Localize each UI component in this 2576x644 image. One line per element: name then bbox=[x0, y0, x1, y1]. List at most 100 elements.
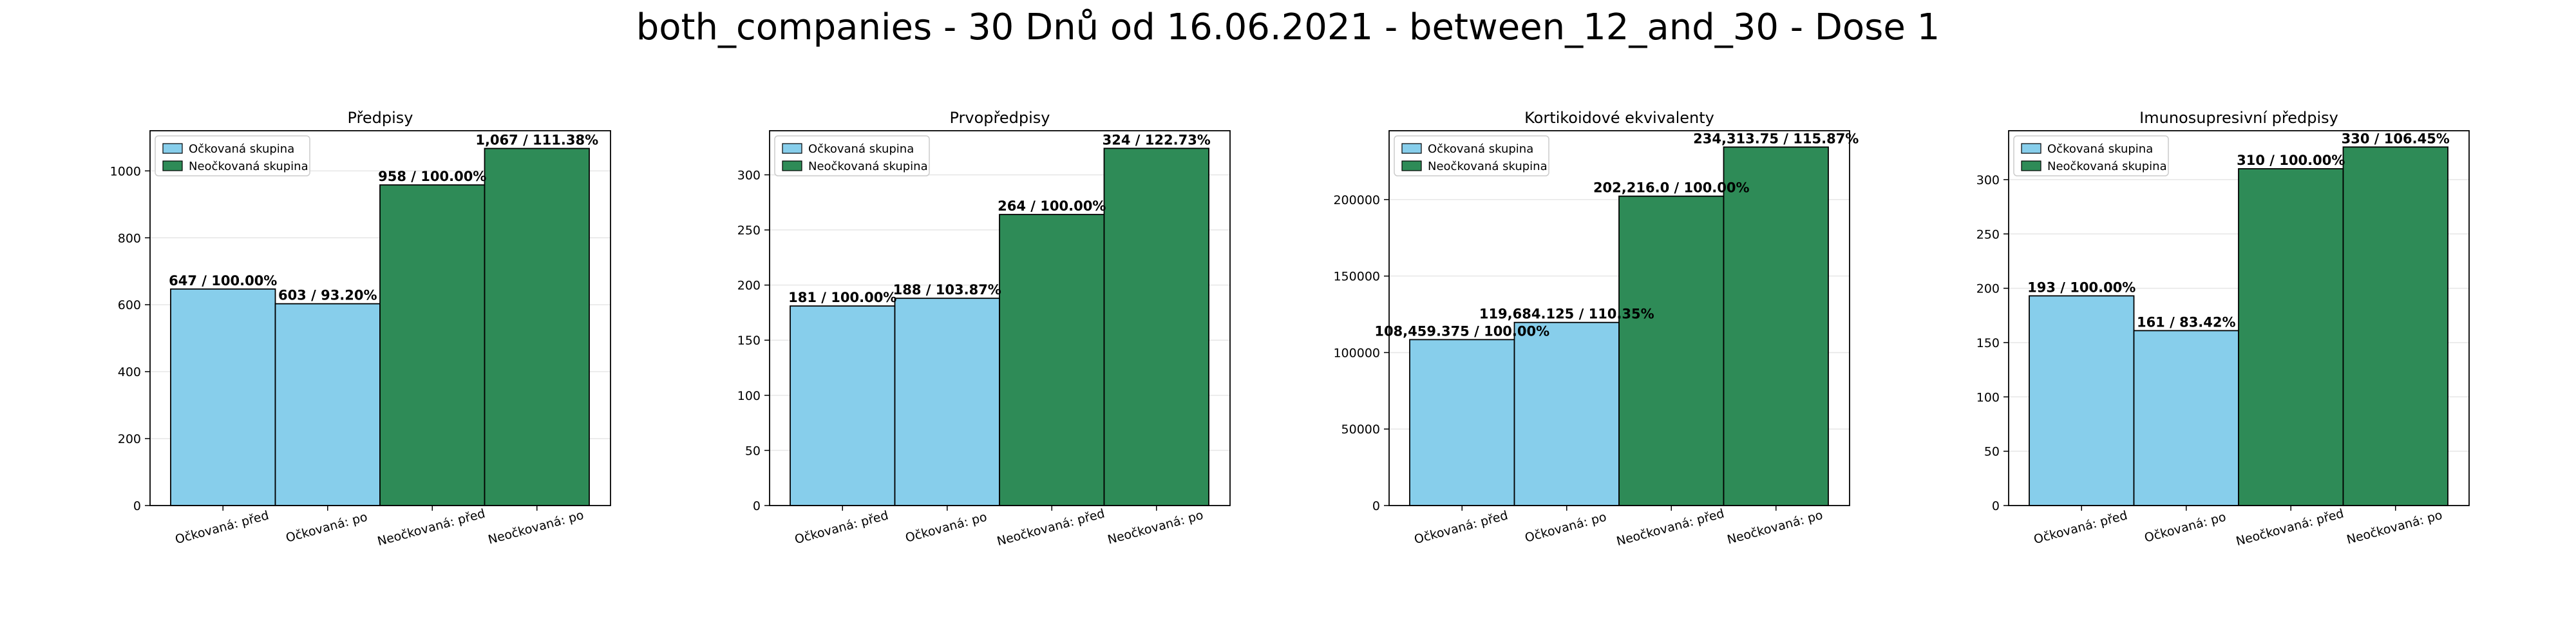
axes-frame bbox=[769, 130, 1231, 506]
y-tick-label: 600 bbox=[118, 298, 141, 312]
y-tick-label: 50 bbox=[1984, 445, 2000, 459]
legend-label: Neočkovaná skupina bbox=[2047, 160, 2167, 173]
legend-swatch bbox=[1401, 143, 1422, 154]
legend-swatch bbox=[162, 143, 183, 154]
legend-swatch bbox=[2021, 143, 2041, 154]
data-label: 193 / 100.00% bbox=[2027, 279, 2136, 295]
y-tick-label: 200 bbox=[737, 279, 761, 293]
chart-title: Kortikoidové ekvivalenty bbox=[1524, 109, 1714, 127]
chart-title: Imunosupresivní předpisy bbox=[2139, 109, 2338, 127]
x-tick-label: Očkovaná: po bbox=[1524, 510, 1608, 545]
bar bbox=[2342, 146, 2448, 506]
bar bbox=[379, 184, 486, 506]
y-tick-label: 300 bbox=[737, 168, 761, 182]
y-tick-label: 800 bbox=[118, 231, 141, 245]
x-tick-label: Očkovaná: před bbox=[1413, 508, 1510, 547]
axes-frame bbox=[1388, 130, 1850, 506]
x-tick-label: Neočkovaná: po bbox=[487, 508, 585, 547]
x-tick-label: Neočkovaná: před bbox=[1615, 506, 1726, 549]
x-tick-label: Neočkovaná: před bbox=[996, 506, 1106, 549]
data-label: 324 / 122.73% bbox=[1103, 132, 1211, 147]
chart-title: Prvopředpisy bbox=[950, 109, 1050, 127]
data-label: 202,216.0 / 100.00% bbox=[1593, 180, 1750, 196]
x-tick-label: Očkovaná: po bbox=[285, 510, 369, 545]
bar bbox=[484, 147, 590, 506]
y-tick-label: 150 bbox=[1976, 336, 2000, 350]
legend-swatch bbox=[162, 160, 183, 171]
legend-label: Očkovaná skupina bbox=[189, 142, 294, 156]
bar bbox=[1103, 147, 1209, 506]
legend bbox=[2013, 135, 2169, 176]
chart-title: Předpisy bbox=[348, 109, 413, 127]
data-label: 603 / 93.20% bbox=[278, 288, 377, 303]
y-tick-label: 0 bbox=[133, 499, 141, 513]
y-tick-label: 400 bbox=[118, 365, 141, 379]
axes-frame bbox=[2008, 130, 2470, 506]
x-tick-label: Očkovaná: po bbox=[2143, 510, 2228, 545]
y-tick-label: 50 bbox=[745, 444, 761, 458]
x-tick-label: Neočkovaná: po bbox=[1726, 508, 1824, 547]
legend-label: Neočkovaná skupina bbox=[808, 160, 928, 173]
axes-frame bbox=[149, 130, 611, 506]
legend-swatch bbox=[782, 143, 802, 154]
y-tick-label: 200 bbox=[118, 432, 141, 446]
data-label: 958 / 100.00% bbox=[378, 169, 486, 184]
data-label: 1,067 / 111.38% bbox=[475, 133, 598, 148]
x-tick-label: Očkovaná: před bbox=[174, 508, 270, 547]
legend bbox=[1394, 135, 1549, 176]
bar bbox=[2238, 168, 2344, 506]
bar bbox=[274, 303, 381, 506]
x-tick-label: Neočkovaná: před bbox=[376, 506, 487, 549]
legend-label: Očkovaná skupina bbox=[1428, 142, 1533, 156]
data-label: 108,459.375 / 100.00% bbox=[1374, 323, 1549, 339]
legend-swatch bbox=[1401, 160, 1422, 171]
figure-title: both_companies - 30 Dnů od 16.06.2021 - … bbox=[636, 6, 1940, 48]
data-label: 330 / 106.45% bbox=[2342, 131, 2450, 146]
bar bbox=[2133, 330, 2239, 506]
bar bbox=[1723, 146, 1829, 506]
y-tick-label: 250 bbox=[1976, 227, 2000, 242]
y-tick-label: 200 bbox=[1976, 282, 2000, 296]
legend-label: Neočkovaná skupina bbox=[189, 160, 308, 173]
chart-panel-2: 181 / 100.00%188 / 103.87% 264 / 100.00% 3… bbox=[737, 109, 1231, 549]
bar bbox=[894, 298, 1000, 506]
data-label: 161 / 83.42% bbox=[2137, 314, 2236, 330]
data-label: 264 / 100.00% bbox=[998, 198, 1106, 214]
data-label: 647 / 100.00% bbox=[169, 273, 277, 289]
x-tick-label: Neočkovaná: před bbox=[2235, 506, 2345, 549]
bar bbox=[1409, 339, 1515, 506]
y-tick-label: 250 bbox=[737, 223, 761, 238]
data-label: 119,684.125 / 110.35% bbox=[1479, 307, 1654, 322]
legend-swatch bbox=[782, 160, 802, 171]
x-tick-label: Neočkovaná: po bbox=[2345, 508, 2444, 547]
legend-swatch bbox=[2021, 160, 2041, 171]
y-tick-label: 150 bbox=[737, 334, 761, 348]
x-tick-label: Očkovaná: před bbox=[793, 508, 890, 547]
bar bbox=[170, 288, 276, 506]
data-label: 234,313.75 / 115.87% bbox=[1693, 131, 1859, 146]
y-tick-label: 0 bbox=[753, 499, 761, 513]
x-tick-label: Očkovaná: po bbox=[904, 510, 989, 545]
y-tick-label: 150000 bbox=[1333, 270, 1380, 284]
data-label: 188 / 103.87% bbox=[893, 282, 1001, 298]
y-tick-label: 100 bbox=[1976, 390, 2000, 404]
y-tick-label: 200000 bbox=[1333, 193, 1380, 207]
legend-label: Očkovaná skupina bbox=[808, 142, 914, 156]
legend-label: Očkovaná skupina bbox=[2047, 142, 2153, 156]
chart-panel-3: 108,459.375 / 100.00%119,684.125 / 110.3… bbox=[1333, 109, 1859, 549]
y-tick-label: 1000 bbox=[110, 164, 141, 178]
bar bbox=[1618, 195, 1725, 506]
x-tick-label: Neočkovaná: po bbox=[1106, 508, 1205, 547]
legend bbox=[774, 135, 930, 176]
data-label: 310 / 100.00% bbox=[2237, 153, 2345, 168]
y-tick-label: 0 bbox=[1992, 499, 2000, 513]
y-tick-label: 100 bbox=[737, 389, 761, 403]
y-tick-label: 100000 bbox=[1333, 346, 1380, 360]
y-tick-label: 300 bbox=[1976, 173, 2000, 187]
legend-label: Neočkovaná skupina bbox=[1428, 160, 1548, 173]
chart-panel-4: 193 / 100.00% 161 / 83.42% 310 / 100.00% 33… bbox=[1976, 109, 2470, 549]
x-tick-label: Očkovaná: před bbox=[2032, 508, 2129, 547]
bar bbox=[2029, 295, 2135, 506]
bar bbox=[999, 214, 1105, 506]
